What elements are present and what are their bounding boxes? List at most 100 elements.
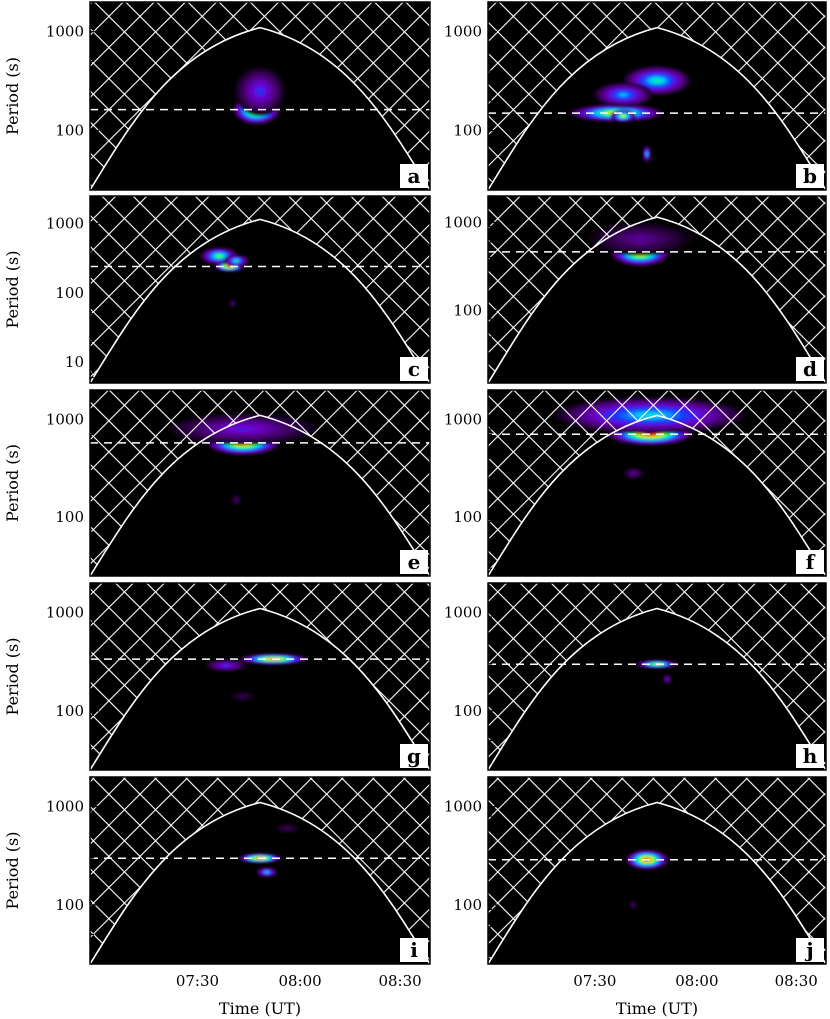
x-axis-label-right: Time (UT) [616,999,698,1018]
panel-d: 100 1000 P=464±83 s AIA 131 Å, Flare Lightc… [444,195,827,384]
power-blob-g-2 [230,691,256,702]
y-tick-label: 1000 [46,23,84,41]
coi-hatch [90,390,430,576]
panel-letter: j [804,938,813,962]
panel-caption: AIA 193 Å, Wave Along L1 [107,168,308,186]
panel-f: 100 1000 P=706 ±89 s AIA 335 Å, Flare Light… [444,389,827,577]
power-blob-g-1 [204,659,248,672]
coi-hatch [488,777,826,964]
panel-caption: AIA 94 Å, Flare Lightcurve [107,554,312,572]
coi-curve [90,26,430,190]
panel-letter: d [803,357,817,381]
power-blob-b-2 [593,82,653,108]
panel-caption: AIA 335 Å, Flare Lightcurve [505,554,720,572]
panel-caption: AIA 304 Å, Unwinding Filament [505,168,748,186]
panel-frame [487,389,827,577]
x-axis-label-left: Time (UT) [219,999,301,1018]
panel-caption: AIA 304 Å, Flare Lightcurve [505,942,720,960]
power-blob-c-2 [223,254,249,267]
power-blob-b-4 [642,145,652,163]
panel-letter: f [806,550,816,574]
y-axis-label: Period (s) [3,832,22,910]
y-tick-label: 1000 [444,798,482,816]
period-annotation: P=298 ±23 s [641,705,748,724]
x-tick-label: 08:00 [675,972,718,990]
coi-hatch [488,390,826,576]
power-blob-i-1 [256,867,278,878]
y-tick-label: 100 [453,301,482,319]
panel-caption: AIA 171 Å, Flare Lightcurve [107,748,322,766]
y-tick-label: 1000 [46,215,84,233]
coi-curve [488,216,826,383]
y-tick-label: 100 [55,508,84,526]
panel-letter-box [796,744,824,768]
y-axis-label: Period (s) [3,638,22,716]
panel-b: 100 1000 P=150±13 s AIA 304 Å, Unwinding Fi… [444,1,827,191]
period-annotation: P=464±83 s [643,318,745,337]
y-ticks [488,1,497,183]
x-tick-label: 08:00 [279,972,322,990]
panel-frame [487,195,827,384]
panel-frame [89,776,431,965]
panel-letter-box [796,938,824,962]
period-annotation: P=576±79 s [247,511,349,530]
power-blob-a-1 [234,66,286,116]
panel-frame [89,582,431,771]
period-annotation: P=163±21 s [247,122,349,141]
panel-caption: AIA 131 Å, Flare Lightcurve [505,361,720,379]
panel-grid: 100 1000 Period (s) P=163±21 s AIA 193 Å, Wa… [3,1,827,990]
coi-curve [488,801,826,964]
panel-letter: a [408,164,421,188]
panel-letter-box [796,357,824,381]
x-tick-label: 07:30 [573,972,616,990]
power-blob-i-2 [274,823,300,834]
panel-letter-box [400,744,428,768]
y-axis-label: Period (s) [3,57,22,135]
period-annotation: P=298 ±19 s [244,899,351,918]
y-tick-label: 100 [453,122,482,140]
power-map [200,247,249,308]
coi-curve [90,414,430,576]
period-annotation: P=706 ±89 s [641,511,748,530]
panel-caption: AIA 193 Å, Flare Lightcurve [505,748,720,766]
power-blob-e-2 [230,493,242,507]
x-tick-label: 08:30 [775,972,818,990]
panel-letter: c [408,357,420,381]
panel-letter: g [407,744,421,768]
coi-curve [488,26,826,190]
panel-i: 100 1000 Period (s) P=298 ±19 s AIA 211 Å, F… [3,776,431,990]
panel-letter-box [400,938,428,962]
y-ticks [90,776,99,957]
coi-hatch [488,2,826,190]
y-tick-label: 1000 [444,410,482,428]
y-tick-label: 1000 [46,410,84,428]
y-tick-label: 1000 [46,604,84,622]
period-annotation: P=150±13 s [643,122,745,141]
coi-curve [488,414,826,576]
y-axis-label: Period (s) [3,444,22,522]
y-ticks [488,582,497,763]
panel-letter: h [803,744,818,768]
panel-a: 100 1000 Period (s) P=163±21 s AIA 193 Å, Wa… [3,1,431,191]
y-tick-label: 100 [55,284,84,302]
power-map [233,66,286,125]
y-tick-label: 100 [55,702,84,720]
coi-hatch [90,2,430,190]
panel-caption: RHESSI Flux 12-25 keV [108,361,290,379]
y-ticks [90,389,99,569]
panel-letter-box [400,164,428,188]
y-ticks [90,582,99,763]
panel-j: 100 1000 P=288 ±35 s AIA 304 Å, Flare Light… [444,776,827,990]
x-tick-label: 08:30 [378,972,421,990]
power-blob-c-3 [229,299,236,308]
panel-caption: AIA 211 Å, Flare Lightcurve [107,942,322,960]
period-annotation: P=288 ±35 s [641,899,748,918]
y-tick-label: 100 [55,896,84,914]
coi-hatch [488,583,826,770]
panel-frame [89,1,431,191]
coi-curve [90,607,430,770]
coi-curve [488,607,826,770]
y-tick-label: 10 [65,353,84,371]
power-blob-b-3 [610,109,636,123]
